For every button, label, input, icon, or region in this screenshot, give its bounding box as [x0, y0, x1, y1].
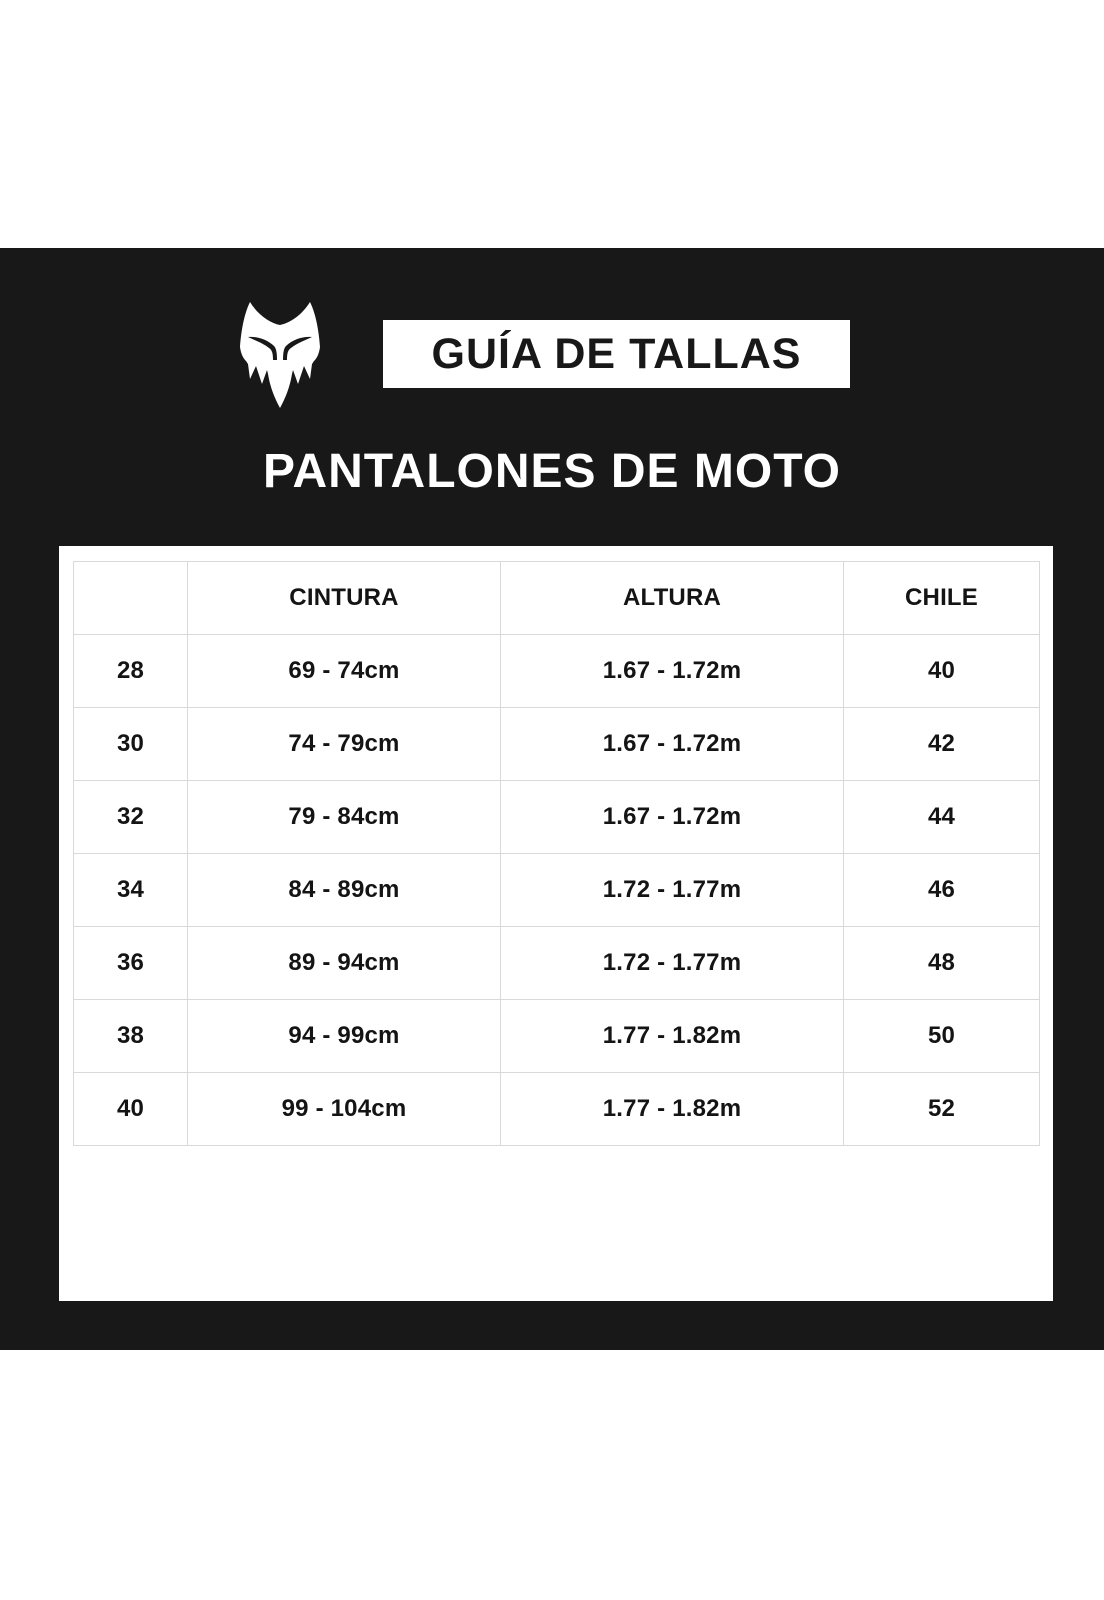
value-cell: 1.77 - 1.82m [500, 1072, 844, 1146]
value-cell: 52 [843, 1072, 1040, 1146]
page-title: GUÍA DE TALLAS [431, 329, 802, 378]
table-row: 30 74 - 79cm 1.67 - 1.72m 42 [73, 707, 1040, 781]
black-panel: GUÍA DE TALLAS PANTALONES DE MOTO CINTUR… [0, 248, 1104, 1350]
value-cell: 84 - 89cm [187, 853, 501, 927]
size-cell: 40 [73, 1072, 188, 1146]
value-cell: 50 [843, 999, 1040, 1073]
size-table-body: 28 69 - 74cm 1.67 - 1.72m 40 30 74 - 79cm 1.67… [73, 634, 1040, 1146]
value-cell: 69 - 74cm [187, 634, 501, 708]
table-card: CINTURA ALTURA CHILE 28 69 - 74cm 1.67 - 1… [59, 546, 1053, 1301]
value-cell: 46 [843, 853, 1040, 927]
value-cell: 94 - 99cm [187, 999, 501, 1073]
value-cell: 1.72 - 1.77m [500, 853, 844, 927]
size-cell: 34 [73, 853, 188, 927]
column-header-chile: CHILE [843, 561, 1040, 635]
value-cell: 79 - 84cm [187, 780, 501, 854]
header-row: CINTURA ALTURA CHILE [73, 561, 1040, 635]
title-badge: GUÍA DE TALLAS [383, 320, 850, 388]
size-cell: 32 [73, 780, 188, 854]
size-cell: 38 [73, 999, 188, 1073]
size-cell: 28 [73, 634, 188, 708]
table-row: 40 99 - 104cm 1.77 - 1.82m 52 [73, 1072, 1040, 1146]
column-header-cintura: CINTURA [187, 561, 501, 635]
value-cell: 40 [843, 634, 1040, 708]
value-cell: 89 - 94cm [187, 926, 501, 1000]
value-cell: 74 - 79cm [187, 707, 501, 781]
table-row: 34 84 - 89cm 1.72 - 1.77m 46 [73, 853, 1040, 927]
fox-head-logo-icon [240, 302, 320, 408]
size-cell: 30 [73, 707, 188, 781]
value-cell: 48 [843, 926, 1040, 1000]
table-row: 38 94 - 99cm 1.77 - 1.82m 50 [73, 999, 1040, 1073]
value-cell: 1.67 - 1.72m [500, 634, 844, 708]
value-cell: 99 - 104cm [187, 1072, 501, 1146]
column-header-altura: ALTURA [500, 561, 844, 635]
value-cell: 1.67 - 1.72m [500, 707, 844, 781]
size-table: CINTURA ALTURA CHILE 28 69 - 74cm 1.67 - 1… [73, 561, 1040, 1146]
size-cell: 36 [73, 926, 188, 1000]
subtitle: PANTALONES DE MOTO [262, 445, 841, 498]
value-cell: 1.72 - 1.77m [500, 926, 844, 1000]
value-cell: 42 [843, 707, 1040, 781]
value-cell: 1.77 - 1.82m [500, 999, 844, 1073]
size-table-header: CINTURA ALTURA CHILE [73, 561, 1040, 635]
value-cell: 44 [843, 780, 1040, 854]
table-row: 32 79 - 84cm 1.67 - 1.72m 44 [73, 780, 1040, 854]
column-header-size [73, 561, 188, 635]
value-cell: 1.67 - 1.72m [500, 780, 844, 854]
table-row: 36 89 - 94cm 1.72 - 1.77m 48 [73, 926, 1040, 1000]
table-row: 28 69 - 74cm 1.67 - 1.72m 40 [73, 634, 1040, 708]
